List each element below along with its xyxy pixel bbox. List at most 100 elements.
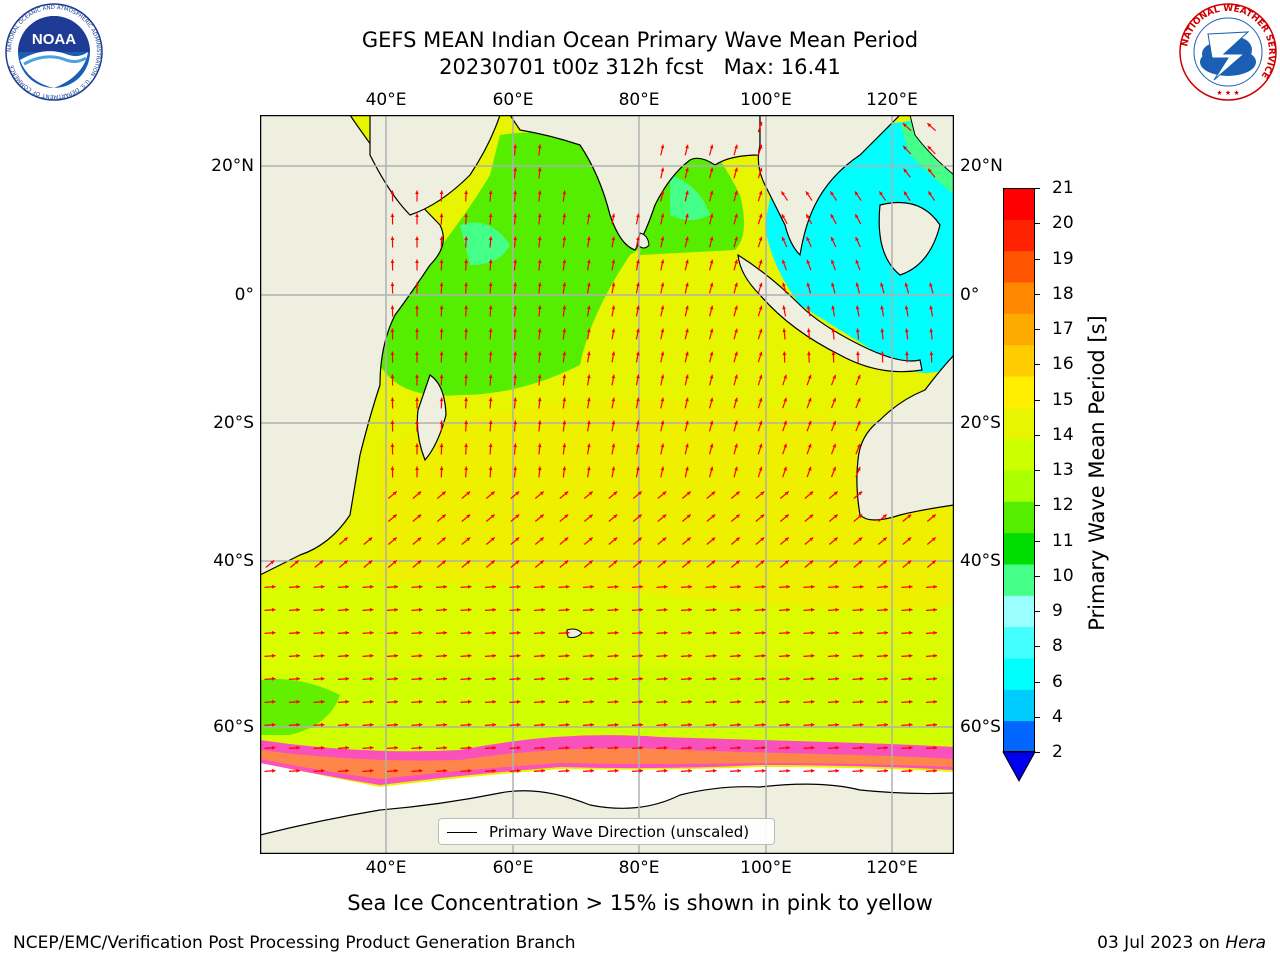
direction-arrow-head [639,584,643,589]
direction-arrow-head [345,722,349,727]
direction-arrow-head [611,282,616,287]
direction-arrow-head [685,397,689,402]
direction-arrow-head [835,722,839,727]
direction-arrow-head [908,653,913,658]
direction-arrow-head [709,236,714,241]
direction-arrow-head [537,397,542,402]
direction-arrow-head [660,443,665,448]
direction-arrow-head [908,722,913,727]
direction-arrow-head [345,630,349,635]
direction-arrow-head [709,397,714,402]
colorbar-segment [1004,595,1034,628]
direction-arrow-head [586,236,591,241]
direction-arrow-head [541,768,545,773]
direction-arrow-head [586,213,591,218]
direction-arrow-head [320,745,325,750]
direction-arrow-head [343,537,348,542]
direction-arrow-head [928,191,932,196]
direction-arrow-head [758,397,763,402]
direction-arrow-head [907,514,912,519]
direction-arrow-head [588,537,593,542]
colorbar-label: Primary Wave Mean Period [s] [1085,315,1109,631]
direction-arrow-head [783,374,787,379]
direction-arrow-head [835,584,839,589]
direction-arrow-head [711,537,716,542]
direction-arrow-head [929,305,933,310]
direction-arrow-head [466,560,471,565]
direction-arrow-head [859,745,864,750]
direction-arrow-head [758,466,763,471]
direction-arrow-head [712,584,717,589]
gridlines [260,115,954,854]
direction-arrow-head [709,144,714,149]
direction-arrow-head [320,607,325,612]
direction-arrow-head [786,584,790,589]
direction-arrow-head [467,584,472,589]
direction-arrow-head [660,144,665,149]
lat-tick-left-20n: 20°N [211,156,254,176]
direction-arrow-head [492,745,496,750]
colorbar-tick-label: 17 [1052,319,1074,339]
direction-arrow-head [712,768,717,773]
direction-arrow-head [516,584,521,589]
direction-arrow-head [537,374,542,379]
direction-arrow-head [809,537,814,542]
direction-arrow-head [614,768,619,773]
land-india [509,115,761,251]
direction-arrow-head [439,328,444,333]
colorbar-tick-label: 11 [1052,530,1074,551]
direction-arrow-head [933,699,937,704]
direction-arrow-head [737,607,741,612]
direction-arrow-head [270,560,275,565]
direction-arrow-head [539,514,544,519]
direction-arrow-head [564,491,569,496]
direction-arrow-head [835,630,839,635]
direction-arrow-head [417,491,422,496]
direction-arrow-head [686,491,691,496]
land-madagascar [416,374,447,462]
direction-arrow-head [417,514,422,519]
footer-right: 03 Jul 2023 on Hera [1097,933,1266,953]
direction-arrow-head [784,491,789,496]
direction-arrow-head [515,491,520,496]
lat-tick-right-0: 0° [960,285,980,305]
direction-arrow-head [761,745,766,750]
map-legend: Primary Wave Direction (unscaled) [438,818,775,845]
direction-arrow-head [907,537,912,542]
direction-arrow-head [639,607,643,612]
direction-arrow-head [562,351,567,356]
direction-arrow-head [369,745,374,750]
direction-arrow-head [810,584,815,589]
direction-arrow-head [415,420,419,424]
direction-arrow-head [854,191,859,196]
direction-arrow-head [488,282,493,287]
colorbar-segment [1004,407,1034,440]
direction-arrow-head [439,259,444,264]
direction-arrow-head [786,630,790,635]
lat-tick-right-60s: 60°S [960,717,1001,737]
direction-arrow-head [611,213,616,218]
direction-arrow-head [345,699,349,704]
direction-arrow-head [390,259,395,263]
direction-arrow-head [927,146,932,150]
direction-arrow-head [709,190,714,195]
direction-arrow-head [831,282,835,287]
direction-arrow-head [709,466,714,471]
direction-arrow-head [394,607,398,612]
direction-arrow-head [586,397,591,402]
direction-arrow-head [637,514,642,519]
direction-arrow-head [685,351,689,356]
direction-arrow-head [562,328,567,333]
direction-arrow-head [758,328,763,333]
direction-arrow-head [467,676,472,681]
direction-arrow-head [858,514,863,519]
direction-arrow-head [905,351,909,356]
direction-arrow-head [392,514,397,519]
direction-arrow-head [761,699,766,704]
direction-arrow-head [734,351,738,356]
direction-arrow-head [711,491,716,496]
legend-label: Primary Wave Direction (unscaled) [489,823,750,841]
direction-arrow-head [320,722,325,727]
direction-arrow-head [637,560,642,565]
direction-arrow-head [859,768,864,773]
